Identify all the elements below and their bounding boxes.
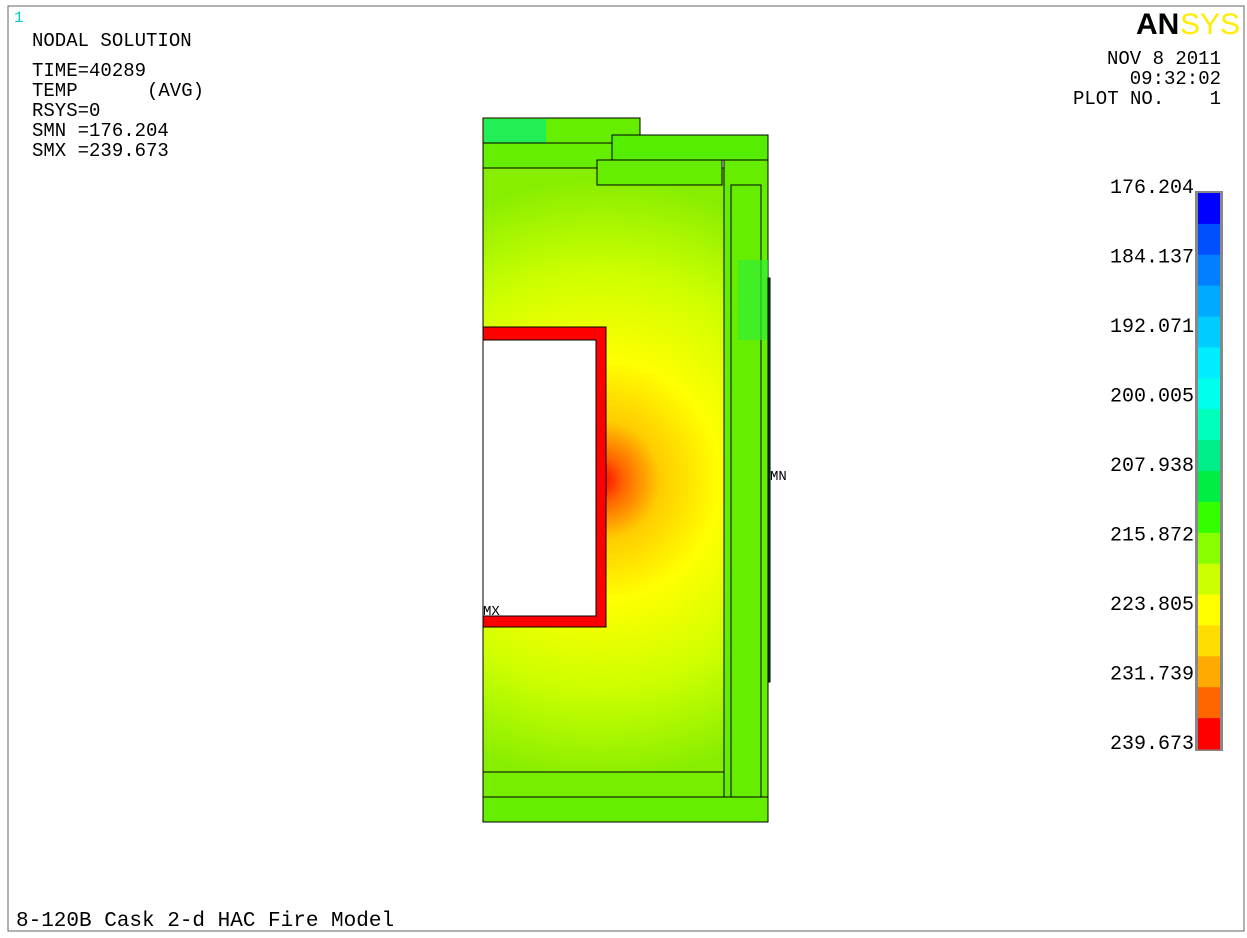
- header-line: SMX =239.673: [32, 140, 169, 162]
- lid-middle: [482, 142, 613, 169]
- legend-label: 192.071: [1110, 316, 1194, 339]
- colorbar-band: [1198, 409, 1220, 441]
- colorbar-band: [1198, 347, 1220, 379]
- colorbar-band: [1198, 254, 1220, 287]
- colorbar-band: [1198, 285, 1220, 318]
- colorbar-band: [1198, 316, 1220, 348]
- colorbar-band: [1198, 501, 1220, 534]
- header-line: RSYS=0: [32, 100, 100, 122]
- header-line: SMN =176.204: [32, 120, 169, 142]
- lid-cool-zone: [484, 119, 546, 143]
- time: 09:32:02: [1130, 68, 1221, 90]
- min-marker: MN: [770, 469, 787, 485]
- plot-label: PLOT NO.: [1073, 88, 1164, 110]
- colorbar-band: [1198, 471, 1220, 503]
- colorbar-band: [1198, 594, 1220, 626]
- max-marker: MX: [483, 604, 500, 620]
- lid-right: [611, 134, 769, 161]
- colorbar-band: [1198, 378, 1220, 410]
- legend-label: 231.739: [1110, 664, 1194, 687]
- colorbar-band: [1198, 563, 1220, 596]
- legend-label: 207.938: [1110, 455, 1194, 478]
- colorbar-band: [1198, 193, 1220, 225]
- colorbar-band: [1198, 718, 1220, 750]
- legend-label: 176.204: [1110, 177, 1194, 200]
- frame: [7, 5, 1245, 932]
- logo-sys: SYS: [1180, 8, 1240, 41]
- bottom-plate: [482, 771, 725, 798]
- legend: 176.204 184.137 192.071 200.005 207.938 215.8…: [1110, 177, 1223, 756]
- legend-label: 200.005: [1110, 386, 1194, 409]
- fin: [767, 277, 771, 683]
- colorbar-band: [1198, 223, 1220, 256]
- legend-label: 223.805: [1110, 594, 1194, 617]
- colorbar-band: [1198, 625, 1220, 657]
- legend-label: 239.673: [1110, 733, 1194, 756]
- legend-label: 215.872: [1110, 525, 1194, 548]
- logo-an: AN: [1136, 8, 1179, 41]
- lid-step: [596, 159, 723, 186]
- legend-label: 184.137: [1110, 247, 1194, 270]
- cool-spot: [738, 260, 768, 340]
- header-line: NODAL SOLUTION: [32, 30, 192, 52]
- footer-title: 8-120B Cask 2-d HAC Fire Model: [16, 910, 394, 933]
- base: [482, 796, 769, 823]
- header-line: TIME=40289: [32, 60, 146, 82]
- header-line: TEMP: [32, 80, 78, 102]
- window-number: 1: [14, 9, 24, 27]
- colorbar-band: [1198, 532, 1220, 565]
- plot-number: 1: [1210, 88, 1221, 110]
- colorbar-band: [1198, 440, 1220, 472]
- model: [482, 117, 771, 823]
- header-line: (AVG): [147, 80, 204, 102]
- colorbar-band: [1198, 656, 1220, 688]
- date: NOV 8 2011: [1107, 48, 1221, 70]
- colorbar-band: [1198, 687, 1220, 719]
- cavity: [482, 339, 597, 617]
